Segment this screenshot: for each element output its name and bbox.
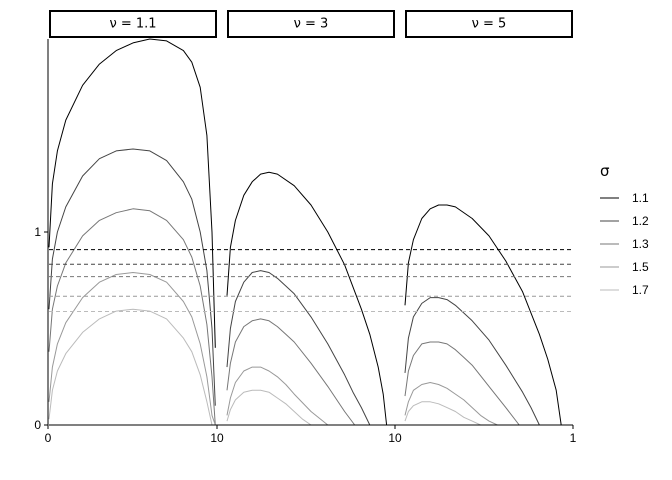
series-line-sigma-1-3	[404, 341, 520, 426]
facet-strip-label: ν = 5	[472, 17, 507, 32]
series-line-sigma-1-2	[48, 148, 216, 406]
legend-label: 1.5	[632, 260, 649, 274]
panels-layer: ν = 1.1 ν = 3 ν = 5	[48, 10, 573, 426]
facet-panel: ν = 3	[226, 10, 395, 426]
y-tick-label: 0	[34, 418, 41, 432]
series-line-sigma-1-1	[48, 38, 216, 348]
series-line-sigma-1-7	[48, 308, 216, 426]
legend: σ 1.1 1.2 1.3 1.5 1.7	[600, 162, 649, 297]
series-line-sigma-1-5	[404, 382, 498, 426]
series-line-sigma-1-5	[48, 272, 216, 426]
legend-label: 1.1	[632, 191, 649, 205]
series-line-sigma-1-3	[226, 318, 356, 426]
axes-layer: 010 10 10 1	[34, 39, 577, 445]
series-line-sigma-1-2	[404, 297, 540, 426]
facet-strip-label: ν = 3	[294, 17, 329, 32]
facet-panel: ν = 1.1	[48, 10, 217, 426]
series-line-sigma-1-7	[226, 389, 312, 426]
facet-strip	[227, 10, 395, 38]
legend-label: 1.3	[632, 237, 649, 251]
series-line-sigma-1-3	[48, 208, 216, 426]
series-line-sigma-1-1	[226, 171, 388, 426]
series-line-sigma-1-7	[404, 401, 481, 426]
x-tick-label: 1	[570, 431, 577, 445]
facet-panel: ν = 5	[404, 10, 573, 426]
y-tick-label: 1	[34, 225, 41, 239]
reference-lines-layer	[49, 249, 573, 313]
legend-title: σ	[600, 162, 610, 180]
series-line-sigma-1-5	[226, 366, 329, 426]
facet-strip	[49, 10, 217, 38]
legend-label: 1.2	[632, 214, 649, 228]
x-tick-label: 10	[210, 431, 224, 445]
legend-label: 1.7	[632, 283, 649, 297]
x-tick-label: 10	[388, 431, 402, 445]
series-line-sigma-1-1	[404, 204, 562, 426]
facet-strip-label: ν = 1.1	[109, 17, 156, 32]
x-tick-label: 0	[45, 431, 52, 445]
series-line-sigma-1-2	[226, 270, 371, 426]
facet-strip	[405, 10, 573, 38]
